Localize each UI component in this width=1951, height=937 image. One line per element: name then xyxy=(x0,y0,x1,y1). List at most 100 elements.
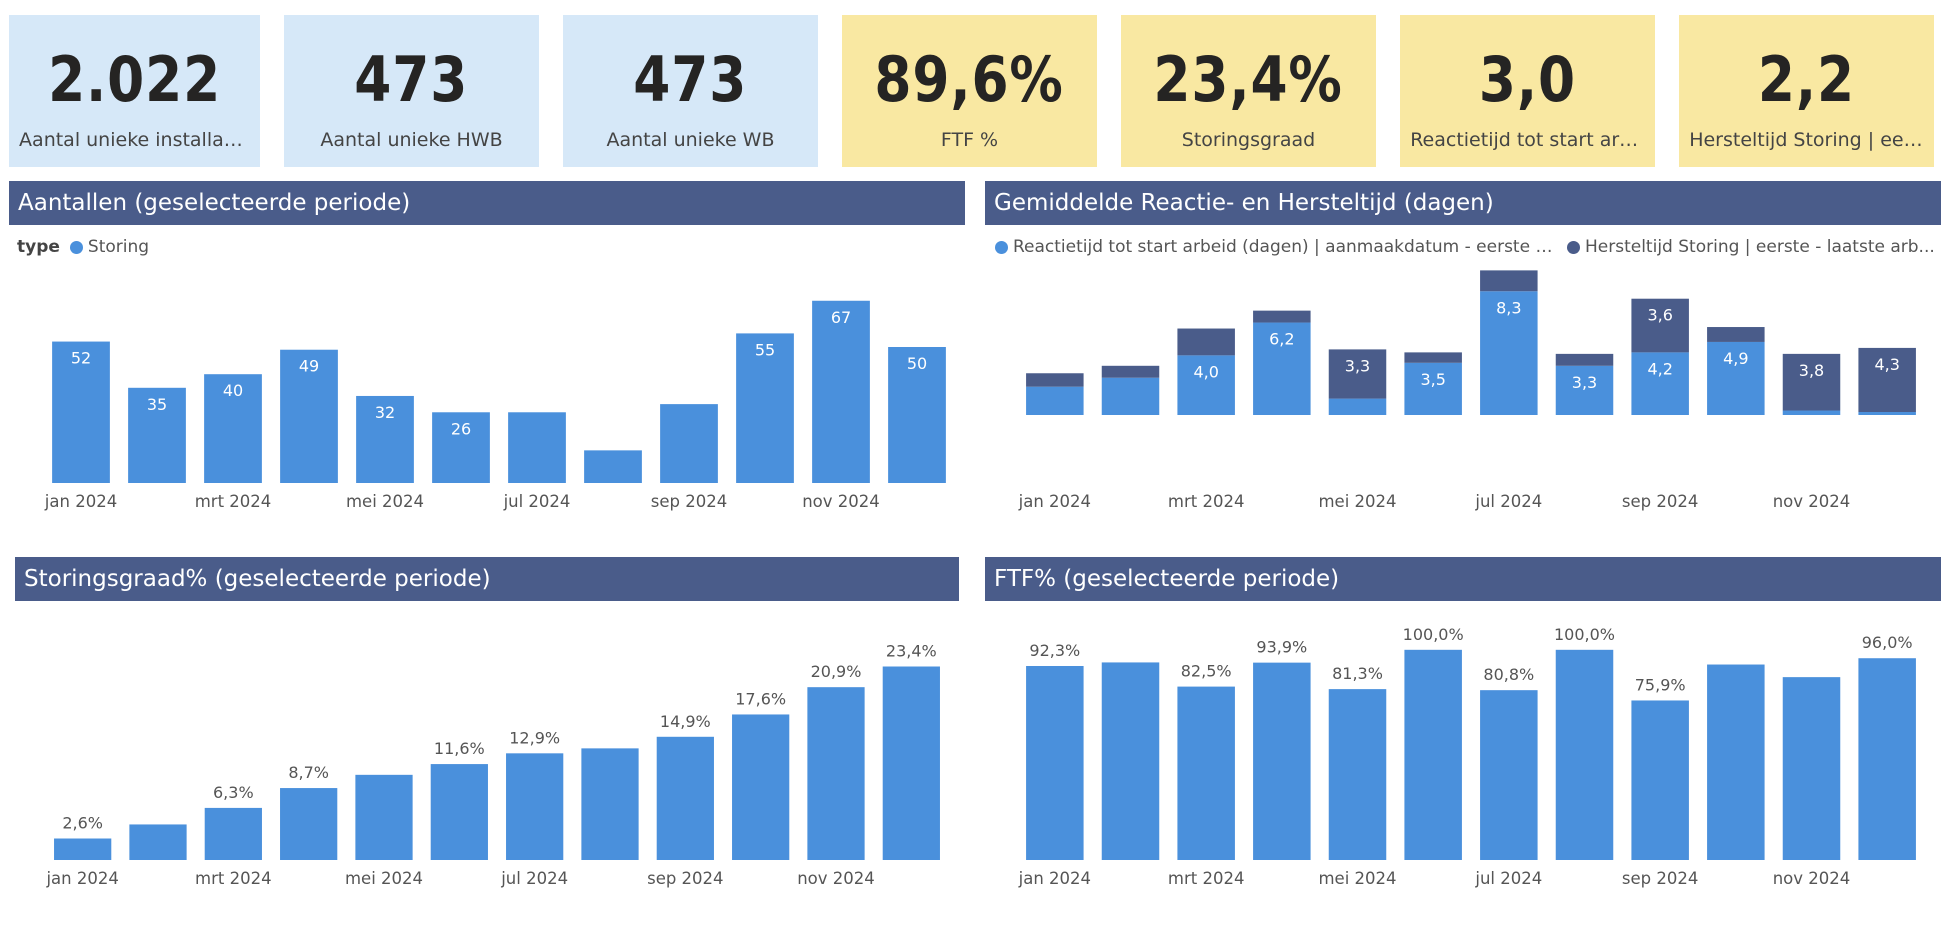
bar-storingsgraad-s1[interactable] xyxy=(430,764,488,860)
bar-storingsgraad-s1[interactable] xyxy=(581,748,639,860)
kpi-card-5[interactable]: 3,0 Reactietijd tot start arbei... xyxy=(1400,15,1655,167)
bar-aantallen-s1[interactable] xyxy=(736,333,794,483)
x-tick-label: mrt 2024 xyxy=(1168,492,1245,511)
bar-storingsgraad-s1[interactable] xyxy=(807,687,865,860)
legend-item-hersteltijd[interactable]: Hersteltijd Storing | eerste - laatste a… xyxy=(1567,237,1935,257)
kpi-label: Aantal unieke installaties xyxy=(19,129,250,151)
bar-reactie-s1[interactable] xyxy=(1631,352,1689,415)
kpi-label: Storingsgraad xyxy=(1181,129,1316,151)
bar-ftf-s1[interactable] xyxy=(1026,665,1084,860)
bar-ftf-s1[interactable] xyxy=(1101,662,1160,860)
bar-reactie-s2[interactable] xyxy=(1026,373,1084,387)
bar-ftf-s1[interactable] xyxy=(1707,664,1765,860)
bar-storingsgraad-s1[interactable] xyxy=(355,774,413,860)
bar-aantallen-s1[interactable] xyxy=(280,349,338,483)
bar-reactie-s2[interactable] xyxy=(1858,347,1916,413)
data-label: 11,6% xyxy=(434,739,485,758)
bar-aantallen-s1[interactable] xyxy=(204,374,262,483)
bar-reactie-s1[interactable] xyxy=(1101,377,1160,415)
bar-storingsgraad-s1[interactable] xyxy=(54,838,112,861)
bar-storingsgraad-s1[interactable] xyxy=(204,807,262,860)
bar-aantallen-s1[interactable] xyxy=(584,450,642,483)
data-label: 92,3% xyxy=(1029,641,1080,660)
bar-storingsgraad-s1[interactable] xyxy=(656,736,714,860)
bar-reactie-s2[interactable] xyxy=(1328,349,1387,399)
data-label: 75,9% xyxy=(1635,675,1686,694)
bar-reactie-s1[interactable] xyxy=(1480,291,1538,415)
ftf-panel: FTF% (geselecteerde periode) 92,3% jan 20… xyxy=(985,557,1941,927)
bar-storingsgraad-s1[interactable] xyxy=(129,824,187,860)
bar-aantallen-s1[interactable] xyxy=(812,300,870,483)
kpi-card-3[interactable]: 89,6% FTF % xyxy=(842,15,1097,167)
data-label: 26 xyxy=(451,419,471,438)
bar-reactie-s1[interactable] xyxy=(1858,412,1916,415)
bar-reactie-s2[interactable] xyxy=(1555,353,1614,366)
bar-reactie-s2[interactable] xyxy=(1404,352,1462,363)
storingsgraad-chart: 2,6% jan 2024 6,3% mrt 2024 8,7% mei 2024 11,6… xyxy=(45,642,940,888)
bar-storingsgraad-s1[interactable] xyxy=(882,666,940,861)
bar-storingsgraad-s1[interactable] xyxy=(280,788,338,860)
bar-reactie-s1[interactable] xyxy=(1253,322,1311,415)
data-label: 100,0% xyxy=(1403,625,1464,644)
bar-aantallen-s1[interactable] xyxy=(888,347,946,483)
bar-reactie-s2[interactable] xyxy=(1177,328,1235,356)
data-label: 4,0 xyxy=(1193,362,1218,381)
x-tick-label: mei 2024 xyxy=(345,869,423,888)
data-label: 3,3 xyxy=(1345,356,1370,375)
bar-reactie-s1[interactable] xyxy=(1555,365,1614,415)
data-label: 3,6 xyxy=(1647,306,1672,325)
kpi-value: 473 xyxy=(633,43,748,116)
bar-reactie-s1[interactable] xyxy=(1328,398,1387,415)
kpi-card-4[interactable]: 23,4% Storingsgraad xyxy=(1121,15,1376,167)
bar-reactie-s1[interactable] xyxy=(1026,386,1084,415)
bar-reactie-s1[interactable] xyxy=(1404,362,1462,415)
kpi-label: Aantal unieke WB xyxy=(606,129,775,151)
bar-reactie-s2[interactable] xyxy=(1101,365,1160,378)
bar-reactie-s2[interactable] xyxy=(1480,270,1538,292)
bar-aantallen-s1[interactable] xyxy=(432,412,490,483)
bar-reactie-s2[interactable] xyxy=(1253,310,1311,323)
bar-ftf-s1[interactable] xyxy=(1555,649,1614,860)
kpi-card-0[interactable]: 2.022 Aantal unieke installaties xyxy=(9,15,260,167)
bar-aantallen-s1[interactable] xyxy=(660,404,718,483)
bar-storingsgraad-s1[interactable] xyxy=(732,714,790,860)
aantallen-panel: Aantallen (geselecteerde periode) type S… xyxy=(9,181,965,541)
data-label: 6,2 xyxy=(1269,330,1294,349)
x-tick-label: sep 2024 xyxy=(1622,492,1698,511)
bar-reactie-s1[interactable] xyxy=(1782,410,1841,415)
bar-reactie-s1[interactable] xyxy=(1707,341,1765,415)
data-label: 49 xyxy=(299,357,319,376)
bar-ftf-s1[interactable] xyxy=(1782,677,1841,860)
bar-ftf-s1[interactable] xyxy=(1480,690,1538,860)
data-label: 93,9% xyxy=(1256,638,1307,657)
data-label: 4,2 xyxy=(1647,359,1672,378)
legend-item-storing[interactable]: Storing xyxy=(69,237,149,257)
kpi-card-1[interactable]: 473 Aantal unieke HWB xyxy=(284,15,539,167)
x-tick-label: mei 2024 xyxy=(346,492,424,511)
bar-reactie-s2[interactable] xyxy=(1782,353,1841,411)
kpi-card-6[interactable]: 2,2 Hersteltijd Storing | eerst... xyxy=(1679,15,1934,167)
bar-aantallen-s1[interactable] xyxy=(508,412,566,483)
storingsgraad-title: Storingsgraad% (geselecteerde periode) xyxy=(15,557,959,601)
bar-aantallen-s1[interactable] xyxy=(128,387,186,483)
bar-reactie-s2[interactable] xyxy=(1707,327,1765,342)
bar-aantallen-s1[interactable] xyxy=(52,341,110,483)
aantallen-legend: type Storing xyxy=(17,237,161,257)
bar-ftf-s1[interactable] xyxy=(1858,658,1916,860)
bar-storingsgraad-s1[interactable] xyxy=(506,753,564,860)
x-tick-label: nov 2024 xyxy=(802,492,880,511)
bar-ftf-s1[interactable] xyxy=(1177,686,1235,860)
data-label: 20,9% xyxy=(811,662,862,681)
data-label: 81,3% xyxy=(1332,664,1383,683)
data-label: 52 xyxy=(71,349,91,368)
kpi-card-2[interactable]: 473 Aantal unieke WB xyxy=(563,15,818,167)
bar-reactie-s2[interactable] xyxy=(1631,298,1689,353)
bar-reactie-s1[interactable] xyxy=(1177,355,1235,415)
bar-ftf-s1[interactable] xyxy=(1253,662,1311,860)
legend-item-reactietijd[interactable]: Reactietijd tot start arbeid (dagen) | a… xyxy=(995,237,1555,257)
bar-ftf-s1[interactable] xyxy=(1631,700,1689,860)
kpi-label: Hersteltijd Storing | eerst... xyxy=(1689,129,1924,151)
bar-ftf-s1[interactable] xyxy=(1328,689,1387,860)
bar-ftf-s1[interactable] xyxy=(1404,649,1462,860)
bar-aantallen-s1[interactable] xyxy=(356,395,414,483)
